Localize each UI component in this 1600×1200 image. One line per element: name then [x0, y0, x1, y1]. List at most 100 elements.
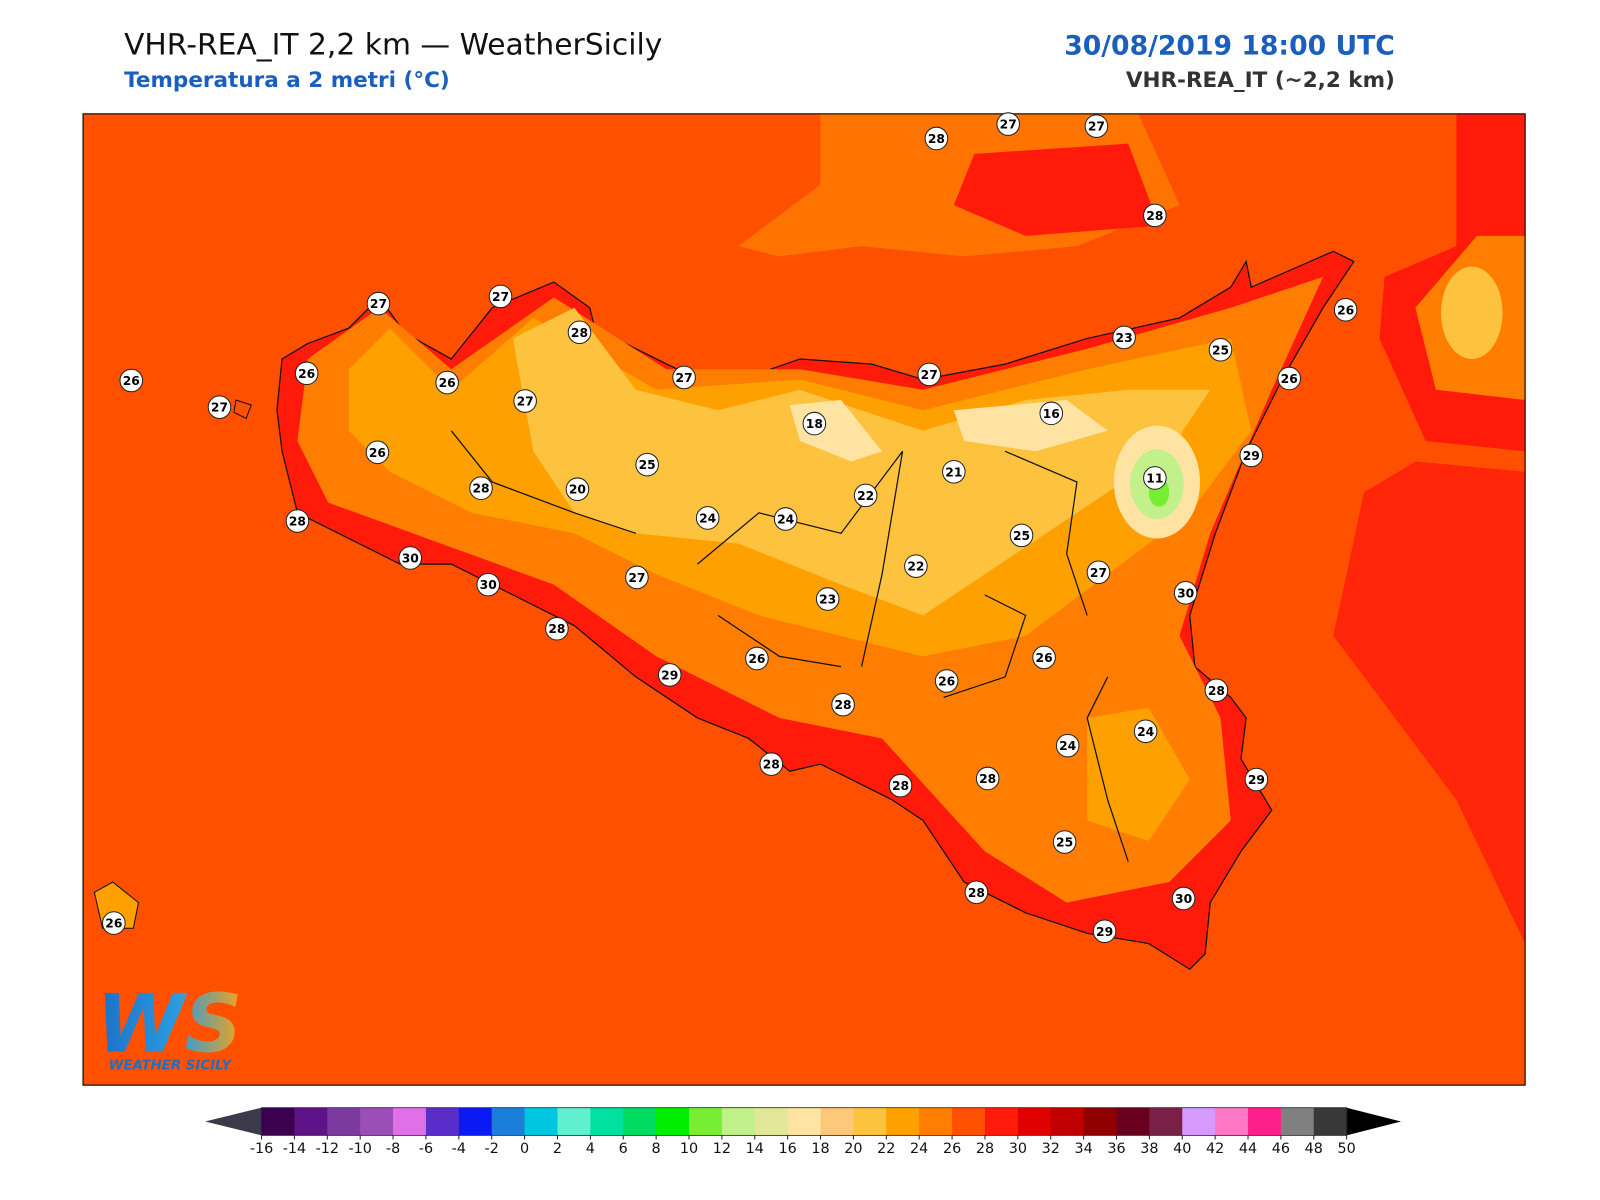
station-marker — [545, 616, 569, 641]
station: 28 — [567, 320, 592, 345]
station: 28 — [1143, 203, 1167, 228]
colorbar-tick-label: 4 — [586, 1141, 595, 1157]
station-value: 24 — [699, 511, 716, 525]
station-marker — [815, 587, 840, 611]
station-value: 22 — [907, 560, 924, 574]
station-marker — [888, 773, 913, 798]
station-value: 26 — [938, 675, 955, 689]
colorbar-tick-label: 50 — [1338, 1141, 1356, 1157]
station: 29 — [1239, 443, 1264, 468]
colorbar-swatch — [721, 1107, 756, 1136]
station-marker — [119, 368, 144, 393]
colorbar-swatch — [1116, 1107, 1150, 1136]
colorbar-tick-label: -6 — [419, 1141, 433, 1157]
station-value: 28 — [763, 758, 780, 772]
station: 26 — [1032, 645, 1056, 670]
colorbar-tick-label: -10 — [348, 1141, 371, 1157]
colorbar-tick-label: 36 — [1107, 1141, 1125, 1157]
station-marker — [1333, 297, 1358, 322]
colorbar-swatch — [590, 1107, 624, 1136]
colorbar-tick-label: -8 — [386, 1141, 400, 1157]
station-value: 25 — [1056, 836, 1073, 850]
colorbar-tick-label: 30 — [1009, 1141, 1027, 1157]
station: 26 — [745, 646, 769, 671]
station: 27 — [996, 112, 1020, 136]
colorbar-tick-label: 20 — [844, 1141, 862, 1157]
station: 27 — [366, 291, 391, 316]
station: 20 — [565, 477, 590, 502]
station: 30 — [476, 572, 500, 597]
logo-text: WEATHER SICILY — [109, 1059, 233, 1074]
colorbar-swatch — [360, 1107, 394, 1136]
station-marker — [1143, 466, 1167, 490]
station-marker — [1244, 767, 1269, 792]
station-marker — [1204, 678, 1229, 703]
station-marker — [759, 752, 784, 776]
land-cool — [512, 307, 1211, 616]
station-marker — [365, 440, 390, 465]
station-value: 27 — [628, 571, 645, 585]
colorbar-swatch — [1215, 1107, 1249, 1136]
colorbar-swatch — [491, 1107, 526, 1136]
station-marker — [942, 460, 966, 484]
station-value: 27 — [370, 297, 387, 311]
station-marker — [1171, 886, 1196, 911]
station: 30 — [398, 546, 423, 570]
station-marker — [398, 546, 423, 570]
colorbar-tick-label: 40 — [1173, 1141, 1191, 1157]
station-marker — [366, 291, 391, 316]
station-value: 25 — [1013, 529, 1030, 543]
colorbar-tick-label: 26 — [943, 1141, 961, 1157]
station-value: 29 — [661, 668, 678, 682]
station: 29 — [657, 663, 682, 687]
colorbar-swatch — [952, 1107, 986, 1136]
station: 28 — [888, 773, 913, 798]
station: 28 — [975, 766, 1000, 791]
station-marker — [1143, 203, 1167, 228]
station: 28 — [1204, 678, 1229, 703]
station-marker — [1052, 830, 1077, 854]
station: 26 — [1277, 366, 1302, 391]
station: 27 — [488, 284, 513, 309]
nebrodi-cool — [953, 400, 1108, 452]
station-marker — [1032, 645, 1056, 670]
station-value: 28 — [1146, 209, 1163, 223]
colorbar-tick-label: 16 — [779, 1141, 797, 1157]
colorbar-swatch — [393, 1107, 427, 1136]
station-marker — [1055, 733, 1080, 758]
station-value: 27 — [1000, 118, 1017, 132]
station-marker — [635, 452, 659, 477]
station: 25 — [1052, 830, 1077, 854]
station: 28 — [469, 476, 493, 500]
station: 29 — [1244, 767, 1269, 792]
station-value: 24 — [1137, 725, 1154, 739]
station-value: 21 — [945, 465, 962, 479]
station: 27 — [207, 395, 232, 419]
station: 28 — [924, 126, 949, 151]
subtitle: Temperatura a 2 metri (°C) — [124, 68, 450, 93]
colorbar-tick-label: 18 — [811, 1141, 829, 1157]
hot-band — [953, 143, 1159, 236]
colorbar-swatch — [1248, 1107, 1282, 1136]
colorbar-tick-label: 42 — [1206, 1141, 1224, 1157]
station: 11 — [1143, 466, 1167, 490]
station-marker — [802, 411, 827, 436]
station-value: 28 — [968, 886, 985, 900]
station-marker — [975, 766, 1000, 791]
colorbar-outline — [261, 1107, 1348, 1136]
station-marker — [964, 880, 989, 905]
station: 24 — [695, 506, 720, 530]
station: 24 — [1133, 719, 1158, 744]
station-value: 28 — [979, 772, 996, 786]
calabria-peak — [1441, 266, 1503, 359]
station: 26 — [1333, 297, 1358, 322]
station-marker — [625, 565, 649, 590]
station-value: 24 — [1059, 739, 1076, 753]
station-marker — [102, 911, 126, 935]
station: 28 — [759, 752, 784, 776]
station-value: 30 — [1175, 892, 1192, 906]
station: 26 — [294, 361, 319, 386]
station-value: 27 — [211, 401, 228, 415]
station-value: 26 — [1281, 372, 1298, 386]
